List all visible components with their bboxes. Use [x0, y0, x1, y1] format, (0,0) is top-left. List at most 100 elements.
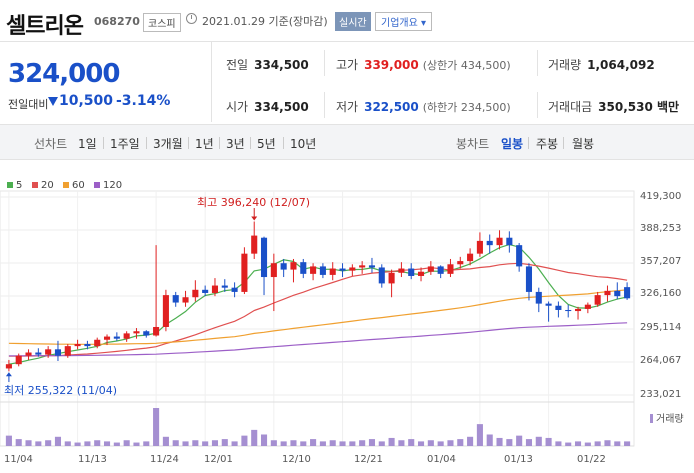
legend-ma120[interactable]: 120: [94, 180, 122, 191]
legend-ma20[interactable]: 20: [32, 180, 54, 191]
legend-swatch: [63, 182, 69, 188]
min-annotation: 최저 255,322 (11/04): [4, 384, 118, 397]
candle-body: [486, 240, 493, 246]
candle-body: [231, 287, 238, 292]
legend-swatch: [32, 182, 38, 188]
volume-bar: [153, 408, 160, 446]
volume-bar: [241, 435, 248, 446]
volume-swatch: [650, 414, 653, 423]
lower-limit: (하한가 234,500): [422, 101, 511, 114]
candle-body: [516, 245, 523, 267]
tab-1y[interactable]: 1년: [195, 137, 214, 151]
realtime-button[interactable]: 실시간: [335, 12, 371, 31]
tab-3m[interactable]: 3개월: [153, 137, 183, 151]
candle-body: [594, 295, 601, 305]
volume-bar: [457, 439, 464, 446]
candle-body: [251, 235, 258, 254]
volume-bar: [74, 442, 81, 446]
y-tick: 357,207: [640, 256, 682, 267]
company-info-dropdown[interactable]: 기업개요 ▾: [375, 12, 432, 31]
x-tick: 01/04: [427, 454, 456, 465]
volume-bar: [182, 441, 189, 446]
volume-bar: [211, 440, 219, 446]
tab-monthly[interactable]: 월봉: [572, 137, 595, 151]
candle-body: [624, 287, 631, 299]
volume-bar: [84, 441, 91, 446]
candle-body: [300, 262, 307, 274]
price-change: 10,500: [59, 93, 114, 109]
divider: [250, 137, 251, 149]
candle-body: [270, 263, 277, 278]
stat-label: 고가: [336, 58, 359, 72]
ma20-line: [8, 262, 628, 357]
stat-label: 저가: [336, 100, 359, 114]
divider: [219, 137, 220, 149]
y-tick: 419,300: [640, 191, 682, 202]
candle-body: [84, 344, 91, 347]
volume-bar: [319, 441, 326, 446]
divider: [103, 137, 104, 149]
candle-body: [467, 253, 474, 262]
candle-body: [408, 268, 415, 276]
tab-1w[interactable]: 1주일: [110, 137, 140, 151]
volume-bar: [64, 441, 71, 446]
tab-weekly[interactable]: 주봉: [536, 137, 559, 151]
volume-bar: [427, 440, 434, 446]
candle-body: [398, 268, 405, 273]
legend-ma60[interactable]: 60: [63, 180, 85, 191]
candle-body: [54, 349, 62, 356]
volume-bar: [545, 437, 552, 446]
volume-bar: [192, 440, 199, 446]
price-change-percent: -3.14%: [116, 93, 171, 109]
legend-label: 5: [16, 180, 23, 191]
candle-body: [368, 265, 376, 268]
volume-bar: [506, 439, 513, 446]
volume-bar: [368, 439, 376, 446]
volume-bar: [202, 441, 209, 446]
volume-bar: [35, 441, 42, 446]
volume-bar: [437, 441, 444, 446]
stock-header: 셀트리온 068270 코스피 2021.01.29 기준(장마감) 실시간 기…: [0, 0, 694, 42]
volume-bar: [496, 437, 503, 446]
x-tick: 12/21: [354, 454, 383, 465]
tab-3y[interactable]: 3년: [226, 137, 245, 151]
volume-bar: [624, 441, 631, 446]
candle-body: [457, 261, 464, 265]
tab-5y[interactable]: 5년: [257, 137, 276, 151]
volume-bar: [614, 441, 621, 446]
divider: [188, 137, 189, 149]
volume-legend: 거래량: [650, 410, 684, 425]
legend-label: 20: [41, 180, 54, 191]
stat-high: 고가 339,000 (상한가 434,500): [336, 56, 511, 73]
volume-bar: [231, 441, 238, 446]
candle-body: [427, 266, 434, 272]
volume-bar: [300, 441, 307, 446]
candle-body: [290, 262, 297, 270]
stat-value: 350,530 백만: [598, 100, 680, 114]
candle-body: [211, 285, 219, 293]
candle-body: [182, 297, 189, 303]
volume-bar: [133, 442, 140, 446]
candle-body: [103, 336, 111, 340]
divider: [146, 137, 147, 149]
tab-daily[interactable]: 일봉: [501, 137, 524, 151]
current-price: 324,000: [8, 59, 120, 89]
candle-body: [260, 237, 268, 278]
candle-body: [113, 336, 120, 339]
volume-bar: [408, 439, 415, 446]
stat-volume: 거래량 1,064,092: [548, 56, 655, 73]
legend-swatch: [7, 182, 13, 188]
stock-name: 셀트리온: [6, 14, 84, 39]
candle-body: [15, 355, 22, 365]
candle-body: [280, 263, 287, 270]
candle-body: [496, 237, 503, 246]
y-tick: 233,021: [640, 389, 682, 400]
tab-1d[interactable]: 1일: [78, 137, 97, 151]
candle-body: [35, 352, 42, 355]
volume-bar: [565, 442, 572, 446]
x-tick: 12/10: [282, 454, 311, 465]
tab-10y[interactable]: 10년: [290, 137, 317, 151]
legend-ma5[interactable]: 5: [7, 180, 22, 191]
ma5-line: [8, 243, 628, 365]
